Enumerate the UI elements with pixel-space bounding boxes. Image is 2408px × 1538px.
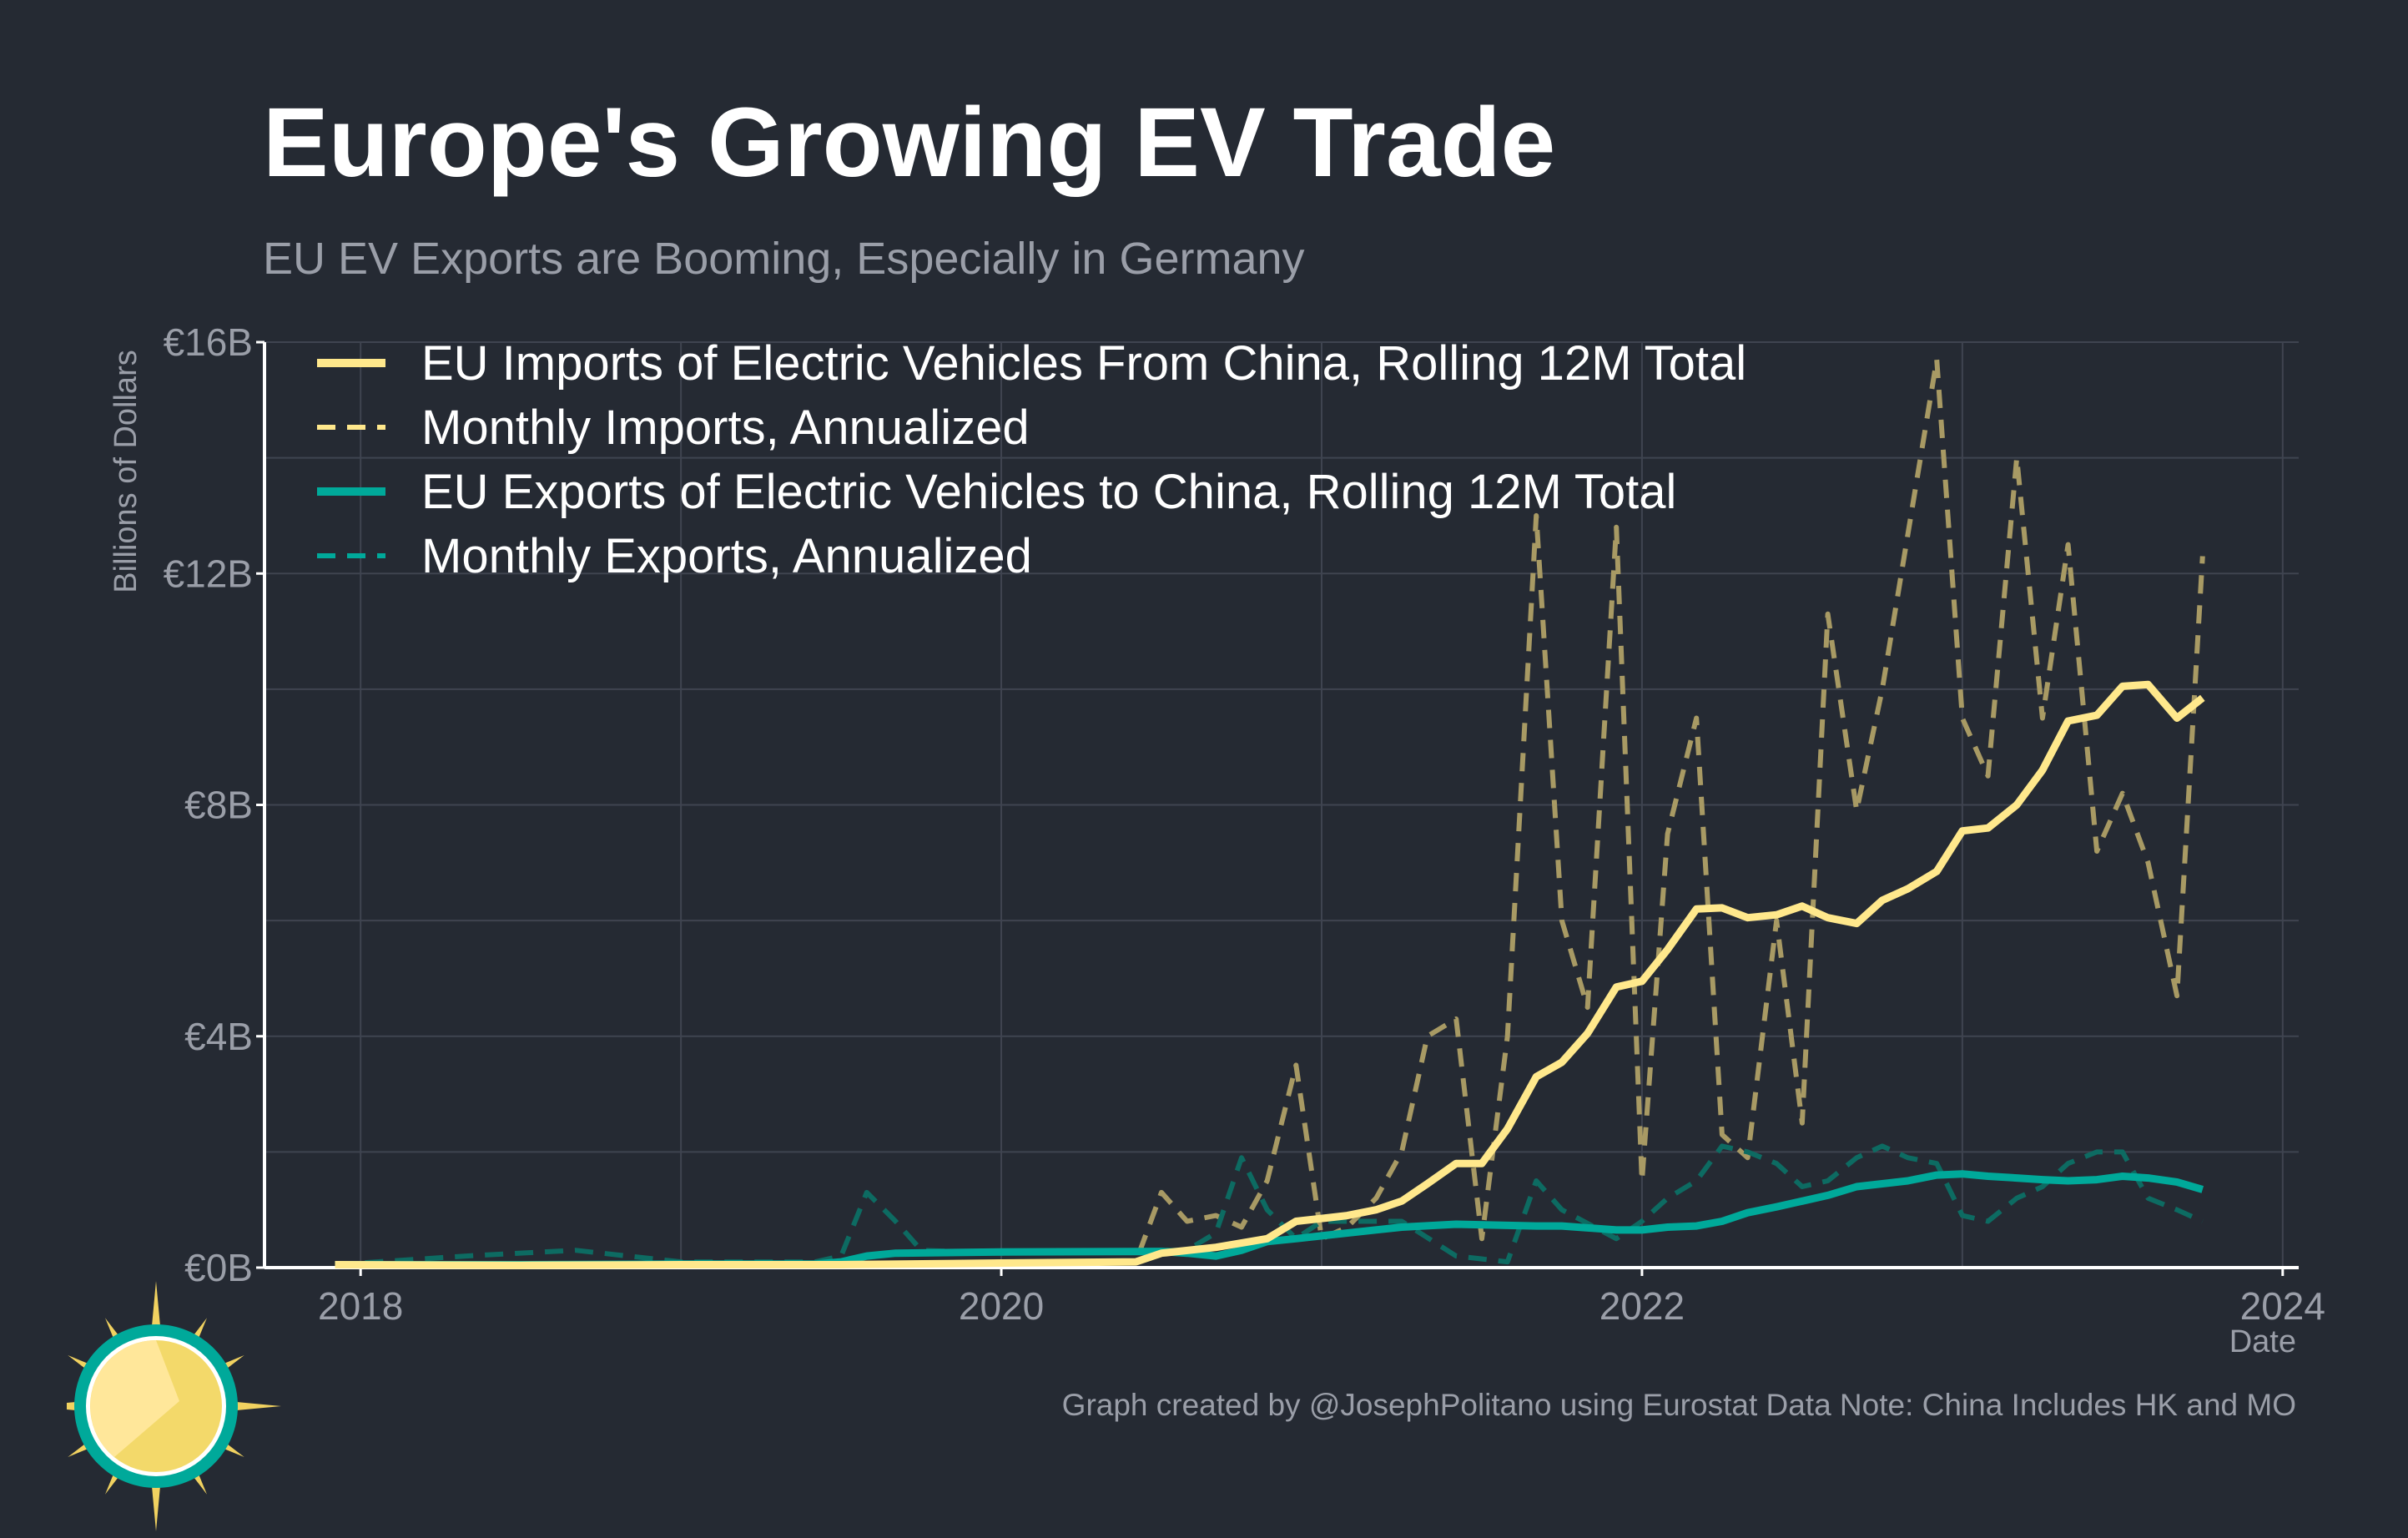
tick-labels: €0B €4B €8B €12B €16B 2018 2020 2022 2024 [164, 320, 2325, 1328]
legend-label-2: EU Exports of Electric Vehicles to China… [421, 465, 1676, 519]
legend-label-0: EU Imports of Electric Vehicles From Chi… [421, 336, 1746, 391]
series-line-3 [335, 1143, 2204, 1268]
x-tick-label: 2022 [1599, 1284, 1685, 1328]
legend: EU Imports of Electric Vehicles From Chi… [317, 336, 1746, 583]
y-tick-label: €0B [184, 1246, 253, 1289]
y-axis-label: Billions of Dollars [108, 350, 144, 593]
grid-lines [264, 341, 2299, 1268]
chart-title: Europe's Growing EV Trade [263, 88, 1556, 198]
caption: Graph created by @JosephPolitano using E… [1061, 1388, 2296, 1422]
x-tick-label: 2020 [959, 1284, 1044, 1328]
series-line-0 [335, 680, 2205, 1269]
y-tick-label: €8B [184, 784, 253, 827]
y-tick-label: €16B [164, 320, 253, 364]
legend-label-1: Monthly Imports, Annualized [421, 401, 1030, 455]
legend-label-3: Monthly Exports, Annualized [421, 529, 1032, 583]
series-line-2 [335, 1170, 2204, 1268]
y-tick-label: €4B [184, 1015, 253, 1058]
x-axis-label: Date [2229, 1324, 2296, 1359]
x-tick-label: 2024 [2240, 1284, 2325, 1328]
x-tick-label: 2018 [318, 1284, 403, 1328]
series-line-1 [335, 356, 2205, 1268]
series-lines [335, 356, 2205, 1269]
sun-logo-icon [67, 1281, 281, 1531]
y-tick-label: €12B [164, 552, 253, 595]
chart-subtitle: EU EV Exports are Booming, Especially in… [263, 234, 1305, 284]
